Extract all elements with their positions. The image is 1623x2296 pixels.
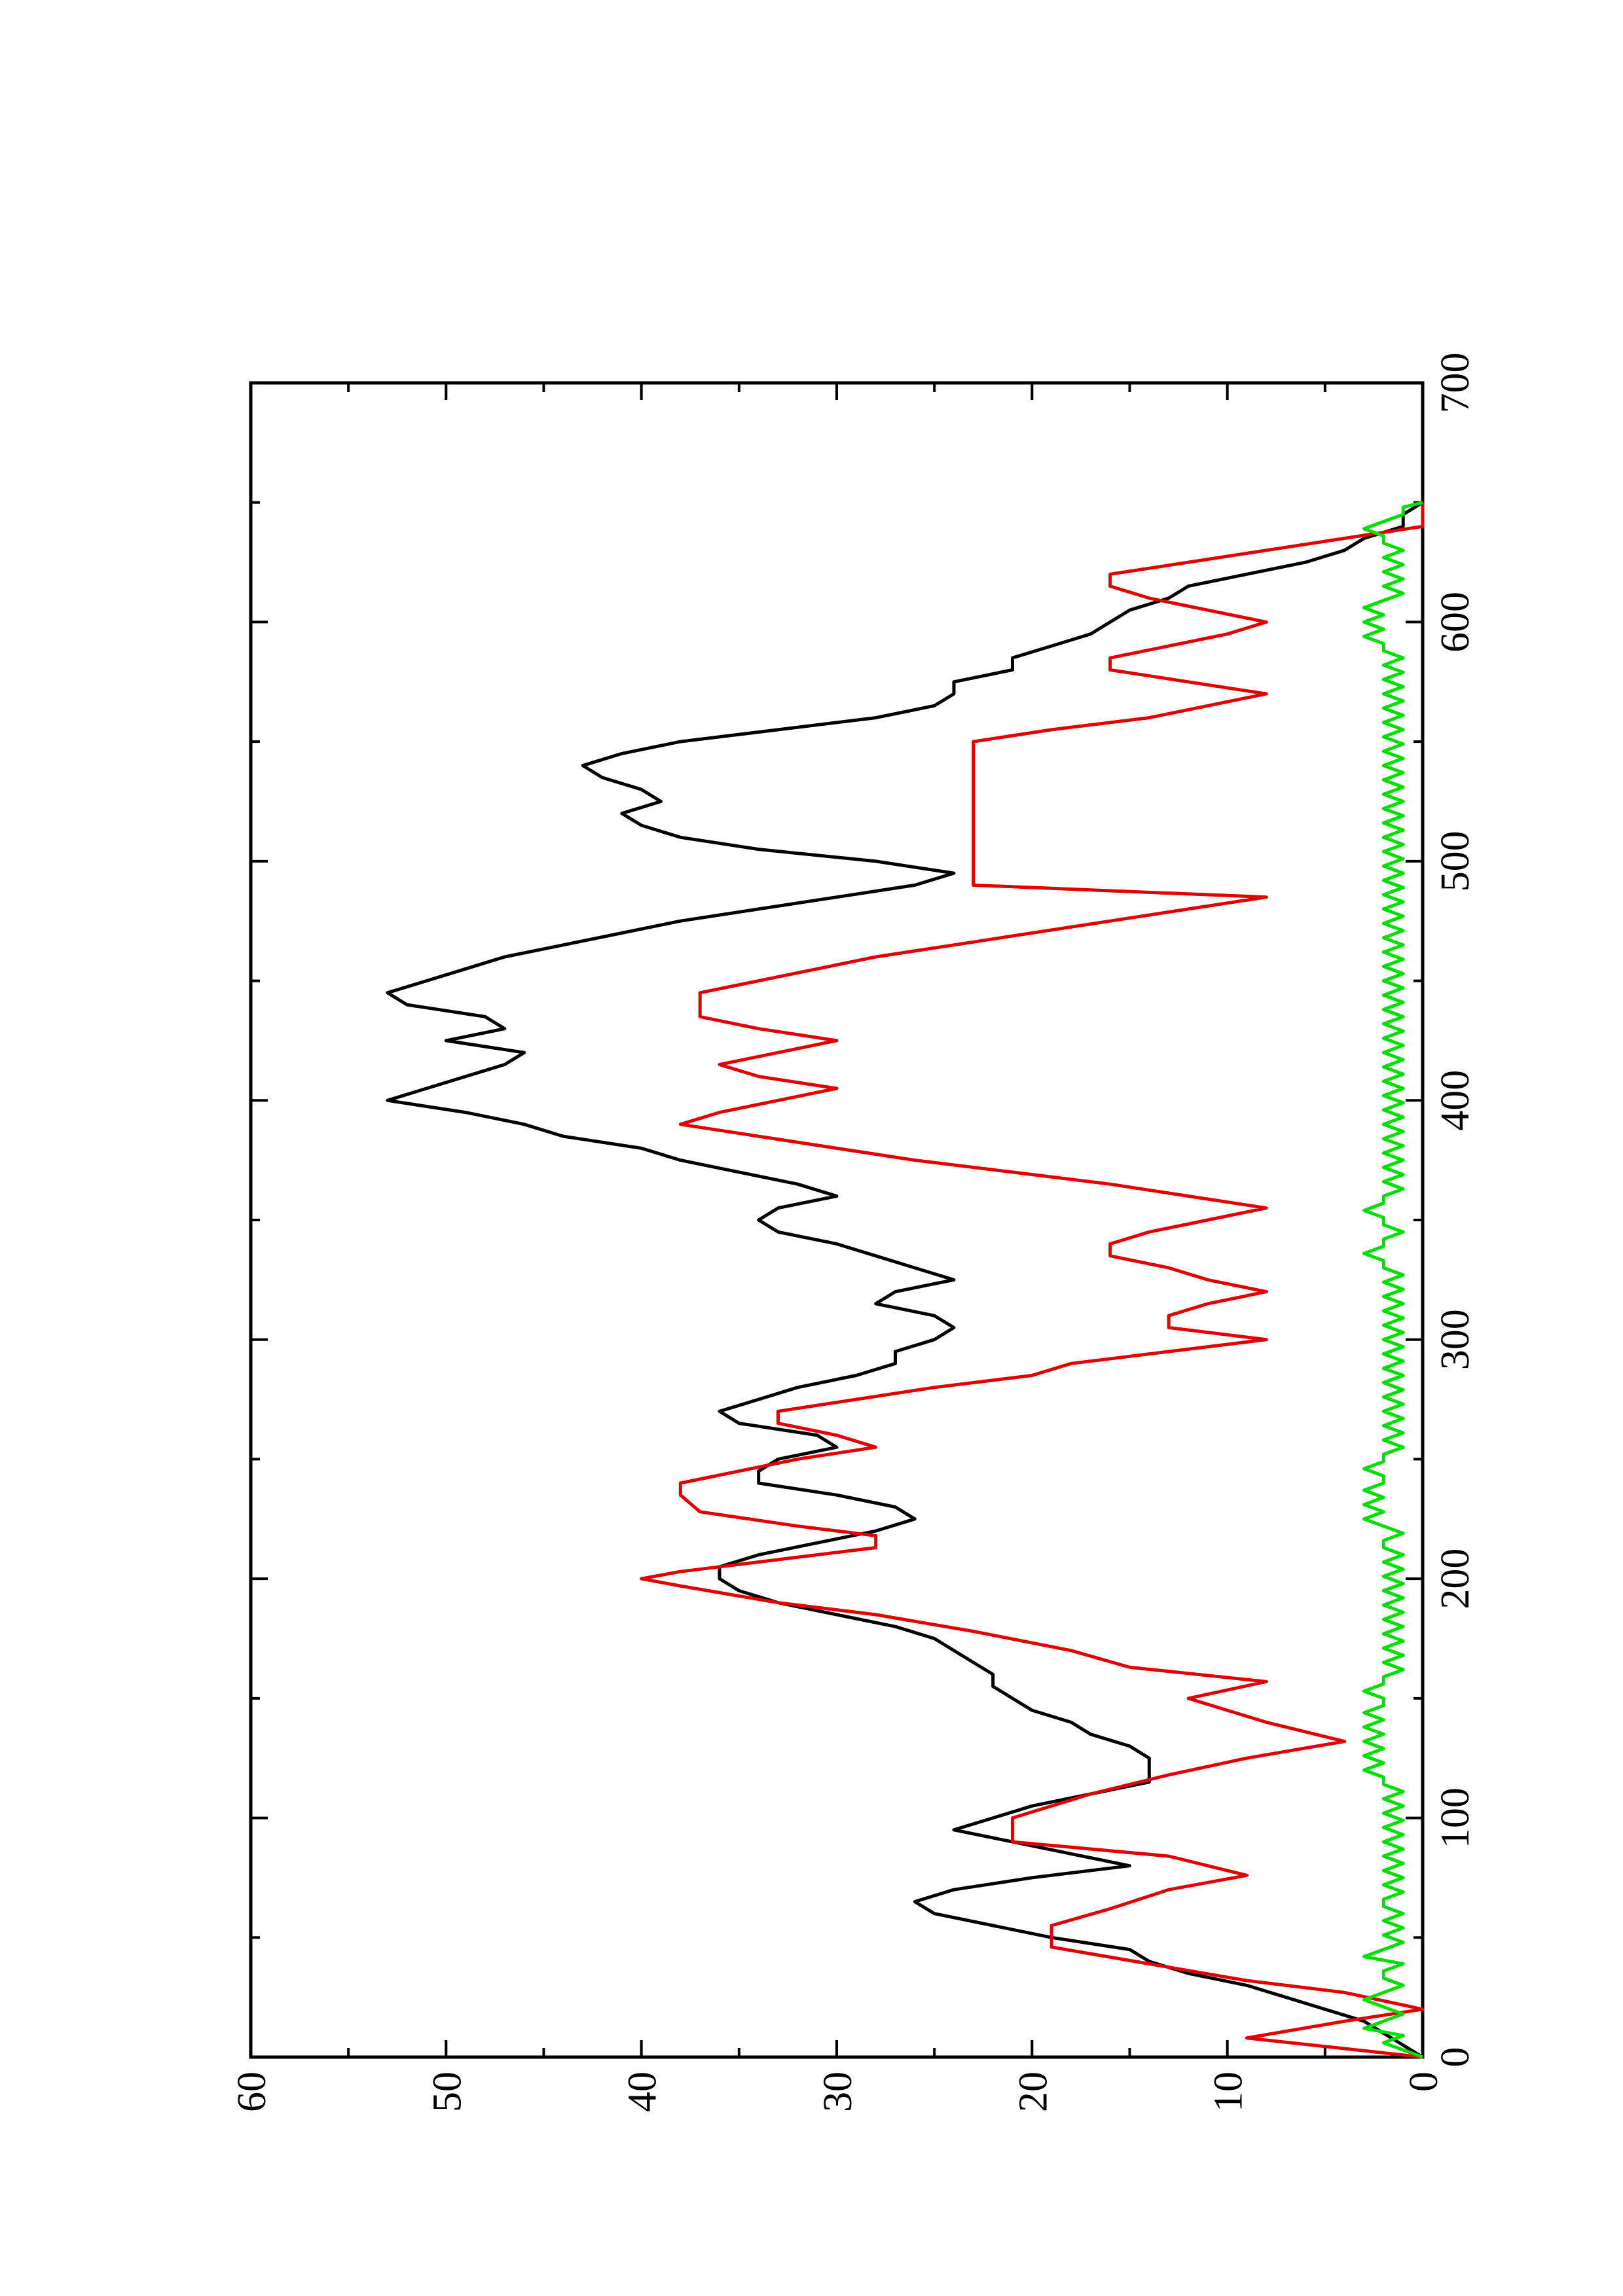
y-tick-label: 30: [816, 2072, 860, 2112]
y-tick-label: 50: [425, 2072, 469, 2112]
plot-frame: [249, 381, 1425, 2059]
y-tick-label: 40: [621, 2072, 665, 2112]
x-tick-label: 500: [1433, 831, 1478, 891]
y-tick-label: 0: [1402, 2072, 1446, 2092]
x-tick-label: 400: [1433, 1070, 1478, 1131]
series-layer: [386, 501, 1425, 2059]
y-tick-label: 60: [230, 2072, 274, 2112]
x-tick-label: 600: [1433, 592, 1478, 653]
series-line-1: [386, 501, 1424, 2059]
x-tick-labels: 0 100 200 300 400 500 600 700: [1433, 353, 1478, 2068]
x-tick-label: 100: [1433, 1787, 1478, 1848]
series-line-3: [1362, 501, 1423, 2059]
x-tick-label: 0: [1433, 2047, 1478, 2068]
x-tick-label: 200: [1433, 1549, 1478, 1609]
y-tick-label: 20: [1011, 2072, 1055, 2112]
axis-ticks: [249, 382, 1424, 2058]
y-tick-label: 10: [1207, 2072, 1251, 2112]
y-tick-labels: 0 10 20 30 40 50 60: [230, 2072, 1446, 2112]
series-line-2: [640, 502, 1425, 2059]
x-tick-label: 700: [1433, 353, 1478, 414]
x-tick-label: 300: [1433, 1309, 1478, 1370]
